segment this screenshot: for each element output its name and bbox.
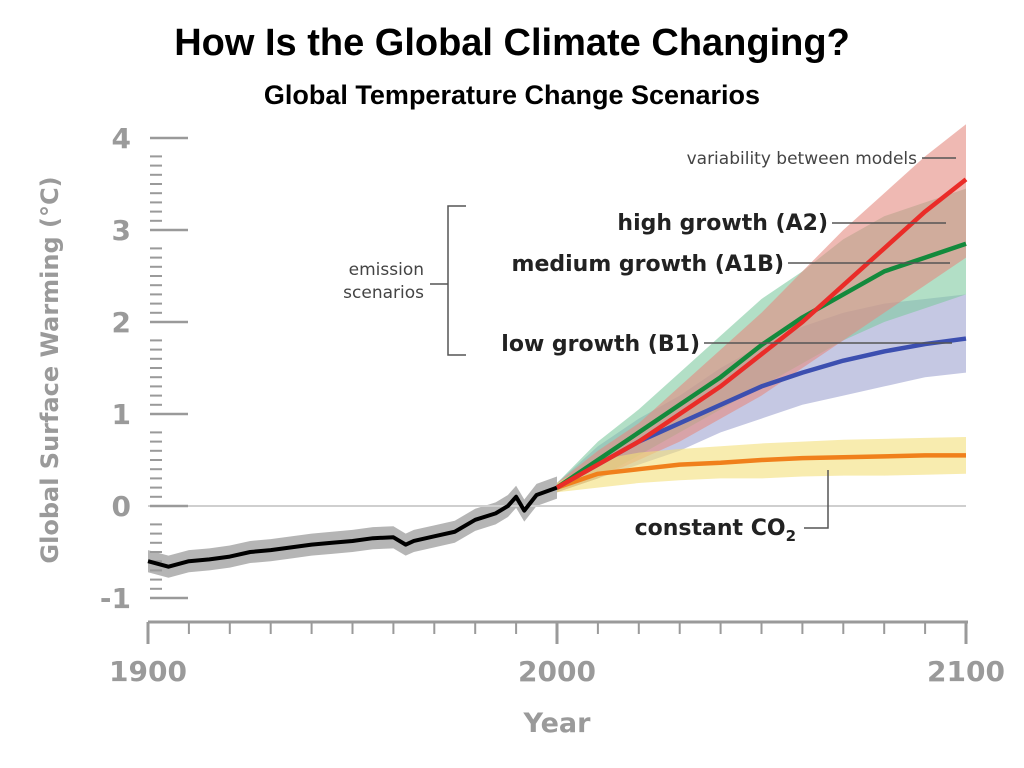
y-tick-label: 3 — [112, 214, 131, 247]
y-axis-label: Global Surface Warming (°C) — [36, 176, 64, 563]
chart-subtitle: Global Temperature Change Scenarios — [263, 80, 761, 110]
x-tick-label: 1900 — [109, 655, 187, 688]
y-tick-label: 4 — [112, 122, 131, 155]
annotation-emission-line1: emission — [349, 260, 424, 280]
x-tick-label: 2100 — [927, 655, 1005, 688]
historical-band — [148, 476, 557, 578]
annotation-constant-co2-subscript: 2 — [786, 527, 796, 545]
band-a2 — [557, 124, 966, 493]
line-constant-co2 — [556, 453, 966, 490]
line-a2 — [555, 177, 968, 490]
chart-title: How Is the Global Climate Changing? — [174, 22, 850, 64]
emission-bracket — [447, 205, 466, 356]
line-a1b — [555, 241, 967, 490]
annotation-variability: variability between models — [687, 149, 918, 169]
annotation-a2: high growth (A2) — [617, 211, 828, 236]
y-tick-label: 2 — [112, 306, 131, 339]
y-tick-label: 1 — [112, 398, 131, 431]
band-constant-co2 — [557, 437, 966, 493]
annotation-b1: low growth (B1) — [501, 332, 700, 357]
y-tick-label: -1 — [100, 582, 131, 615]
annotation-constant-co2-text: constant CO — [635, 516, 786, 541]
historical-line — [147, 485, 558, 569]
x-axis-label: Year — [523, 708, 592, 739]
y-tick-label: 0 — [112, 490, 131, 523]
annotation-emission-line2: scenarios — [343, 283, 424, 303]
leader-constant-co2 — [804, 470, 829, 529]
annotation-a1b: medium growth (A1B) — [512, 252, 784, 277]
annotation-constant-co2: constant CO2 — [635, 516, 796, 545]
axes: -1 0 1 2 3 4 1900 2000 2100 — [100, 122, 1005, 688]
series-lines — [147, 177, 968, 569]
annotations — [430, 157, 956, 529]
x-tick-label: 2000 — [518, 655, 596, 688]
